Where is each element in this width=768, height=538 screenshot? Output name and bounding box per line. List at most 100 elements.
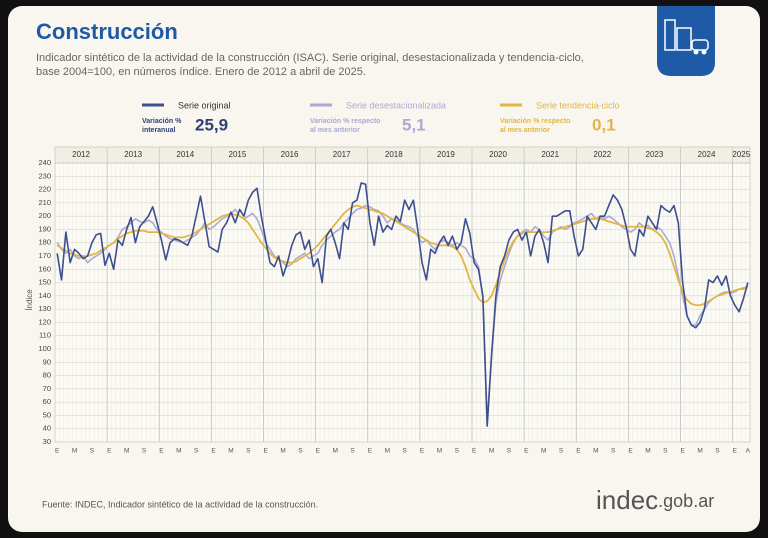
year-label: 2021 [541,150,559,159]
x-tick-label: E [524,448,529,455]
x-tick-label: S [715,448,720,455]
x-tick-label: E [264,448,269,455]
y-tick-label: 200 [38,211,51,220]
y-tick-label: 150 [38,278,51,287]
stat-value: 0,1 [592,115,616,134]
x-tick-label: M [332,448,337,455]
x-tick-label: S [90,448,95,455]
year-label: 2013 [124,150,142,159]
x-tick-label: M [72,448,77,455]
x-tick-label: A [746,448,751,455]
x-tick-label: M [280,448,285,455]
y-tick-label: 230 [38,171,51,180]
x-tick-label: S [455,448,460,455]
year-label: 2024 [698,150,716,159]
x-tick-label: S [559,448,564,455]
stat-label: al mes anterior [310,127,360,134]
x-tick-label: E [472,448,477,455]
y-tick-label: 140 [38,291,51,300]
x-tick-label: M [176,448,181,455]
x-tick-label: E [681,448,686,455]
x-tick-label: S [142,448,147,455]
x-tick-label: M [437,448,442,455]
legend-label: Serie desestacionalizada [346,100,446,110]
title: Construcción [36,19,178,44]
year-label: 2017 [333,150,351,159]
x-tick-label: E [159,448,164,455]
legend-label: Serie original [178,100,231,110]
x-tick-label: S [663,448,668,455]
x-tick-label: E [107,448,112,455]
y-tick-label: 120 [38,317,51,326]
x-tick-label: S [507,448,512,455]
y-tick-label: 180 [38,238,51,247]
y-tick-label: 210 [38,198,51,207]
series-line [56,204,748,307]
year-label: 2020 [489,150,507,159]
logo: indec.gob.ar [596,485,714,515]
y-axis-label: Índice [25,289,34,311]
x-tick-label: S [611,448,616,455]
stat-label: Variación % respecto [310,118,380,125]
source: Fuente: INDEC, Indicador sintético de la… [42,499,318,509]
stat-label: interanual [142,127,176,134]
logo-suffix: .gob.ar [658,491,714,511]
year-label: 2016 [281,150,299,159]
subtitle: Indicador sintético de la actividad de l… [36,52,584,64]
year-label: 2019 [437,150,455,159]
x-tick-label: M [697,448,702,455]
y-tick-label: 80 [43,371,51,380]
x-tick-label: E [211,448,216,455]
x-tick-label: M [593,448,598,455]
x-tick-label: E [576,448,581,455]
year-label: 2014 [176,150,194,159]
y-tick-label: 160 [38,264,51,273]
x-tick-label: S [298,448,303,455]
x-tick-label: S [194,448,199,455]
x-tick-label: S [246,448,251,455]
y-tick-label: 130 [38,304,51,313]
year-label: 2022 [593,150,611,159]
subtitle: base 2004=100, en números índice. Enero … [36,66,366,78]
year-label: 2018 [385,150,403,159]
x-tick-label: E [316,448,321,455]
stat-value: 5,1 [402,115,426,134]
stat-label: Variación % respecto [500,118,570,125]
x-tick-label: E [368,448,373,455]
stat-label: Variación % [142,118,182,125]
x-tick-label: M [489,448,494,455]
y-tick-label: 40 [43,424,51,433]
x-tick-label: E [628,448,633,455]
logo-main: indec [596,485,658,515]
y-tick-label: 110 [39,331,51,340]
y-tick-label: 240 [38,158,51,167]
stat-value: 25,9 [195,115,228,134]
year-label: 2025 [732,150,750,159]
x-tick-label: M [124,448,129,455]
y-tick-label: 170 [38,251,51,260]
year-label: 2012 [72,150,90,159]
y-tick-label: 220 [38,185,51,194]
y-tick-label: 90 [43,357,51,366]
x-tick-label: E [420,448,425,455]
year-label: 2023 [646,150,664,159]
year-label: 2015 [229,150,247,159]
y-tick-label: 50 [43,410,51,419]
legend-label: Serie tendencia-ciclo [536,100,620,110]
x-tick-label: S [350,448,355,455]
y-tick-label: 100 [38,344,51,353]
series-line [56,182,749,427]
y-tick-label: 60 [43,397,51,406]
icon [657,6,715,76]
series-line [56,204,749,423]
y-tick-label: 190 [38,224,51,233]
stat-label: al mes anterior [500,127,550,134]
y-tick-label: 30 [43,437,51,446]
x-tick-label: E [733,448,738,455]
y-tick-label: 70 [43,384,51,393]
x-tick-label: S [403,448,408,455]
x-tick-label: M [645,448,650,455]
x-tick-label: M [541,448,546,455]
